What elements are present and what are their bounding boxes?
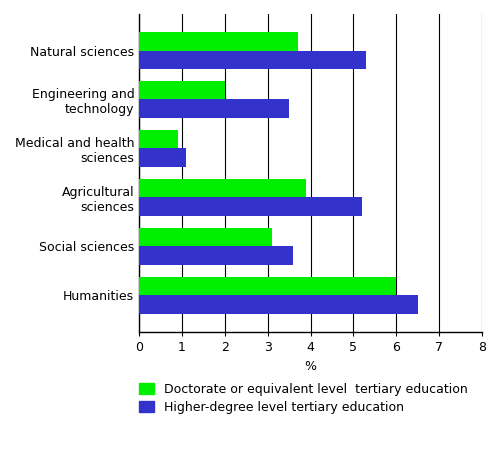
Bar xyxy=(139,197,362,216)
Bar xyxy=(139,130,178,148)
Bar xyxy=(139,148,186,167)
Bar xyxy=(139,295,418,314)
Bar xyxy=(139,228,272,246)
Bar xyxy=(139,179,306,197)
Legend: Doctorate or equivalent level  tertiary education, Higher-degree level tertiary : Doctorate or equivalent level tertiary e… xyxy=(139,383,467,414)
Bar xyxy=(139,246,293,265)
X-axis label: %: % xyxy=(305,360,317,372)
Bar xyxy=(139,51,366,69)
Bar xyxy=(139,100,289,118)
Bar xyxy=(139,32,298,51)
Bar xyxy=(139,277,397,295)
Bar xyxy=(139,81,225,100)
